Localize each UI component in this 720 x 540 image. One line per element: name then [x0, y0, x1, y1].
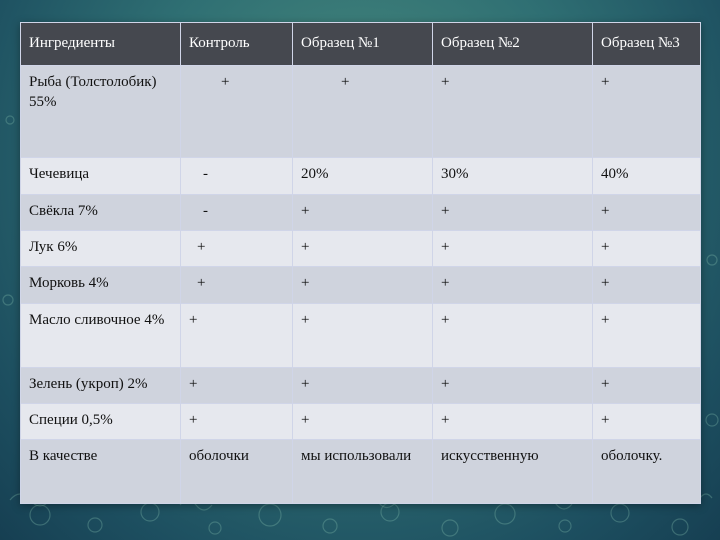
cell-control: +	[180, 366, 293, 404]
cell-sample-3: +	[592, 64, 701, 159]
cell-sample-2: искусственную	[432, 438, 593, 505]
header-sample-1: Образец №1	[292, 22, 433, 66]
cell-sample-2: +	[432, 266, 593, 304]
cell-control: +	[180, 230, 293, 268]
header-sample-2: Образец №2	[432, 22, 593, 66]
cell-sample-3: +	[592, 230, 701, 268]
ingredients-table: Ингредиенты Контроль Образец №1 Образец …	[20, 22, 701, 505]
cell-ingredient: Свёкла 7%	[20, 194, 181, 232]
table-row: В качестве оболочки мы использовали иску…	[20, 438, 701, 505]
cell-sample-1: +	[292, 64, 433, 159]
cell-ingredient: Специи 0,5%	[20, 402, 181, 440]
cell-sample-3: +	[592, 402, 701, 440]
header-control: Контроль	[180, 22, 293, 66]
table-row: Специи 0,5% + + + +	[20, 402, 701, 440]
cell-sample-2: 30%	[432, 157, 593, 196]
table-row: Морковь 4% + + + +	[20, 266, 701, 304]
header-sample-3: Образец №3	[592, 22, 701, 66]
cell-sample-1: +	[292, 194, 433, 232]
cell-ingredient: Масло сливочное 4%	[20, 302, 181, 368]
cell-sample-1: мы использовали	[292, 438, 433, 505]
cell-sample-2: +	[432, 366, 593, 404]
cell-ingredient: В качестве	[20, 438, 181, 505]
table-row: Масло сливочное 4% + + + +	[20, 302, 701, 368]
cell-control: +	[180, 266, 293, 304]
cell-sample-3: +	[592, 302, 701, 368]
cell-control: оболочки	[180, 438, 293, 505]
table-row: Чечевица - 20% 30% 40%	[20, 157, 701, 196]
table-header-row: Ингредиенты Контроль Образец №1 Образец …	[20, 22, 701, 66]
cell-sample-3: +	[592, 366, 701, 404]
cell-sample-2: +	[432, 194, 593, 232]
cell-sample-2: +	[432, 402, 593, 440]
cell-control: +	[180, 64, 293, 159]
cell-ingredient: Рыба (Толстолобик) 55%	[20, 64, 181, 159]
cell-sample-2: +	[432, 230, 593, 268]
cell-sample-1: +	[292, 302, 433, 368]
ingredients-table-container: Ингредиенты Контроль Образец №1 Образец …	[20, 22, 701, 505]
cell-control: -	[180, 194, 293, 232]
cell-sample-1: +	[292, 366, 433, 404]
table-row: Зелень (укроп) 2% + + + +	[20, 366, 701, 404]
cell-sample-1: 20%	[292, 157, 433, 196]
cell-sample-2: +	[432, 64, 593, 159]
cell-ingredient: Чечевица	[20, 157, 181, 196]
cell-control: -	[180, 157, 293, 196]
cell-sample-1: +	[292, 266, 433, 304]
cell-sample-1: +	[292, 230, 433, 268]
cell-sample-2: +	[432, 302, 593, 368]
cell-sample-3: +	[592, 194, 701, 232]
cell-control: +	[180, 402, 293, 440]
cell-sample-3: оболочку.	[592, 438, 701, 505]
table-row: Лук 6% + + + +	[20, 230, 701, 268]
cell-sample-3: 40%	[592, 157, 701, 196]
table-row: Свёкла 7% - + + +	[20, 194, 701, 232]
cell-sample-3: +	[592, 266, 701, 304]
cell-sample-1: +	[292, 402, 433, 440]
cell-ingredient: Морковь 4%	[20, 266, 181, 304]
cell-control: +	[180, 302, 293, 368]
header-ingredients: Ингредиенты	[20, 22, 181, 66]
cell-ingredient: Зелень (укроп) 2%	[20, 366, 181, 404]
table-row: Рыба (Толстолобик) 55% + + + +	[20, 64, 701, 159]
cell-ingredient: Лук 6%	[20, 230, 181, 268]
